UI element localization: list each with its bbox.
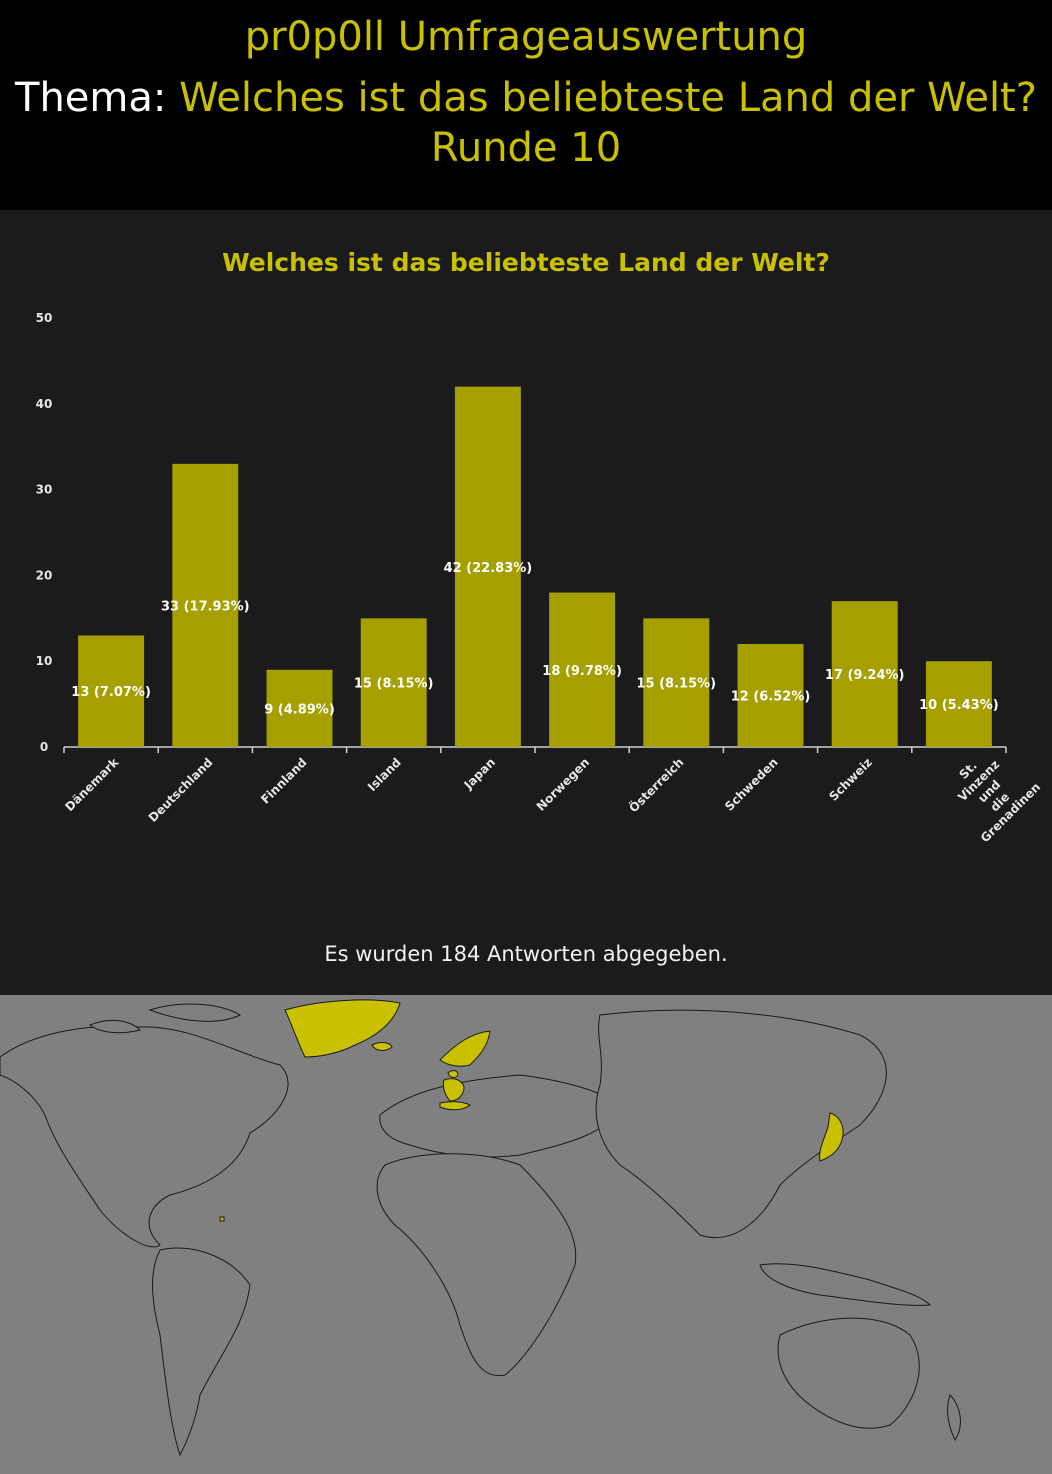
bar-data-label: 17 (9.24%) [825, 668, 905, 683]
map-st-vincent [219, 1216, 225, 1222]
x-tick-label: Japan [461, 755, 498, 792]
x-tick-label: Schweiz [826, 755, 875, 804]
map-denmark [447, 1070, 459, 1078]
x-tick-label: St.VinzenzunddieGrenadinen [935, 737, 1043, 845]
round-label: Runde 10 [430, 125, 622, 171]
topic-text: Welches ist das beliebteste Land der Wel… [179, 75, 1037, 121]
map-australia [777, 1317, 920, 1429]
x-tick-label: Deutschland [146, 755, 216, 825]
x-tick-label: Norwegen [534, 755, 592, 813]
y-tick-label: 30 [36, 483, 53, 497]
bar [266, 669, 333, 747]
bar-chart: 0 10 20 30 40 50 13 (7.07%) Dänemark 33 (17.93%)… [36, 311, 1044, 845]
map-greenland [284, 999, 401, 1058]
map-germany [442, 1078, 465, 1102]
bar-data-label: 13 (7.07%) [71, 685, 151, 700]
bar-data-label: 15 (8.15%) [636, 677, 716, 692]
bar [549, 592, 616, 747]
bar [78, 635, 145, 747]
map-asia [595, 1009, 887, 1239]
map-new-zealand [947, 1394, 961, 1442]
y-tick-label: 50 [36, 311, 53, 325]
bar [172, 463, 239, 747]
bar-data-label: 18 (9.78%) [542, 664, 622, 679]
bar-data-label: 42 (22.83%) [444, 561, 533, 576]
x-tick-label: Österreich [626, 755, 687, 816]
bar-data-label: 9 (4.89%) [264, 702, 335, 717]
bar-data-label: 15 (8.15%) [354, 677, 434, 692]
bar [454, 386, 521, 747]
app-title: pr0p0ll Umfrageauswertung [244, 14, 808, 60]
map-arctic-islands [89, 1003, 242, 1034]
map-alps [439, 1101, 471, 1111]
y-tick-label: 20 [36, 568, 53, 582]
map-iceland [371, 1042, 393, 1051]
map-north-america [0, 1025, 289, 1248]
chart-title: Welches ist das beliebteste Land der Wel… [222, 248, 830, 277]
map-indonesia [759, 1263, 932, 1306]
map-japan [819, 1112, 844, 1162]
x-tick-label: Island [365, 755, 404, 794]
map-africa [376, 1153, 577, 1377]
bar [643, 618, 710, 747]
y-tick-label: 40 [36, 397, 53, 411]
bar [925, 661, 992, 747]
bar-data-label: 12 (6.52%) [731, 690, 811, 705]
topic-label: Thema: [15, 75, 167, 121]
x-tick-label: Schweden [722, 755, 781, 814]
x-tick-label: Dänemark [62, 755, 122, 815]
y-tick-label: 10 [36, 654, 53, 668]
topic-line: Thema: Welches ist das beliebteste Land … [0, 75, 1052, 121]
world-map [0, 995, 1052, 1474]
bar [831, 601, 898, 747]
report-header: pr0p0ll Umfrageauswertung Thema: Welches… [0, 0, 1052, 210]
map-south-america [152, 1247, 251, 1457]
answers-count: Es wurden 184 Antworten abgegeben. [324, 942, 728, 966]
bar [737, 644, 804, 747]
bar-data-label: 33 (17.93%) [161, 599, 250, 614]
map-europe-mainland [379, 1074, 621, 1158]
bar [360, 618, 427, 747]
map-scandinavia [439, 1030, 491, 1067]
x-tick-label: Finnland [258, 755, 309, 806]
y-tick-label: 0 [40, 740, 48, 754]
bar-data-label: 10 (5.43%) [919, 698, 999, 713]
